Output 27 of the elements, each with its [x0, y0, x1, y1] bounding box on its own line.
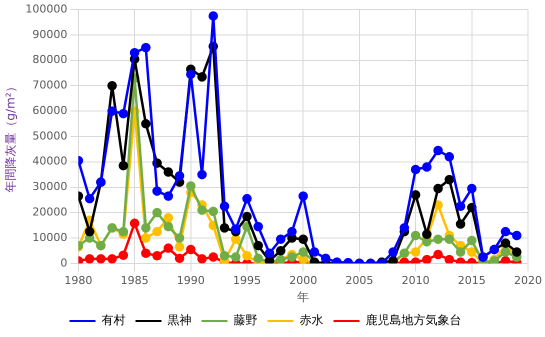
x-tick-label: 1980	[64, 274, 92, 287]
x-tick-label: 2005	[345, 274, 374, 287]
x-tick-label: 2020	[514, 274, 542, 287]
y-tick-label: 10000	[32, 230, 68, 244]
y-tick-label: 50000	[32, 129, 68, 142]
legend-label: 黒神	[168, 313, 192, 328]
x-tick-label: 2010	[402, 274, 430, 287]
x-tick-label: 1990	[176, 274, 205, 287]
y-tick-label: 100000	[25, 2, 68, 16]
x-tick-label: 1995	[232, 274, 261, 287]
y-tick-label: 90000	[32, 28, 68, 41]
y-tick-label: 80000	[32, 53, 68, 66]
x-tick-label: 2000	[289, 274, 318, 287]
y-tick-label: 0	[60, 256, 68, 270]
y-tick-label: 30000	[32, 180, 68, 194]
y-axis-title: 年間降灰量（g/m²）	[3, 80, 18, 193]
legend-label: 有村	[102, 313, 126, 328]
legend-label: 赤水	[300, 313, 324, 328]
legend-label: 藤野	[234, 313, 258, 328]
y-tick-label: 60000	[32, 104, 68, 117]
y-tick-label: 40000	[32, 154, 68, 168]
y-tick-label: 70000	[32, 78, 68, 92]
x-axis-title: 年	[297, 290, 310, 304]
legend-label: 鹿児島地方気象台	[366, 313, 462, 328]
x-tick-label: 1985	[120, 274, 149, 287]
x-tick-label: 2015	[458, 274, 486, 287]
y-tick-label: 20000	[32, 206, 68, 218]
